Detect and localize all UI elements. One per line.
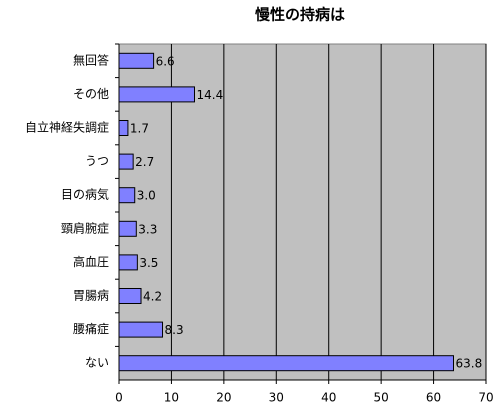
y-tick-label: 胃腸病: [73, 288, 109, 303]
x-tick-label: 50: [374, 391, 389, 405]
bar: [118, 254, 138, 271]
bar: [118, 52, 155, 69]
bar: [118, 220, 137, 237]
y-tick-label: 自立神経失調症: [25, 120, 109, 135]
bar: [118, 153, 134, 170]
x-tick-label: 60: [426, 391, 441, 405]
y-tick-label: ない: [85, 356, 109, 370]
bar: [118, 288, 142, 304]
value-label: 2.7: [135, 155, 154, 169]
y-tick-label: 無回答: [73, 52, 109, 67]
value-label: 4.2: [143, 290, 162, 304]
x-tick-label: 20: [216, 391, 231, 405]
value-label: 14.4: [196, 88, 223, 102]
x-tick-label: 10: [164, 391, 179, 405]
x-tick-label: 70: [478, 391, 493, 405]
bar: [118, 321, 164, 338]
y-tick-label: 腰痛症: [73, 321, 109, 336]
bar: [118, 187, 136, 204]
bar: [118, 355, 454, 372]
y-tick-label: 高血圧: [73, 254, 109, 269]
x-tick-label: 30: [269, 391, 284, 405]
y-tick-label: 目の病気: [61, 187, 109, 202]
value-label: 3.0: [137, 189, 156, 203]
y-tick-label: 頸肩腕症: [61, 220, 109, 235]
chart-title: 慢性の持病は: [255, 6, 345, 24]
x-tick-label: 0: [115, 391, 123, 405]
value-label: 3.3: [138, 222, 157, 236]
y-tick-label: うつ: [85, 154, 109, 168]
value-label: 63.8: [455, 357, 482, 371]
value-label: 1.7: [130, 122, 149, 136]
value-label: 6.6: [156, 54, 175, 68]
bar: [118, 120, 129, 136]
y-tick-label: その他: [73, 87, 109, 101]
bar: [118, 86, 195, 103]
x-tick-label: 40: [321, 391, 336, 405]
value-label: 8.3: [165, 323, 184, 337]
value-label: 3.5: [139, 256, 158, 270]
